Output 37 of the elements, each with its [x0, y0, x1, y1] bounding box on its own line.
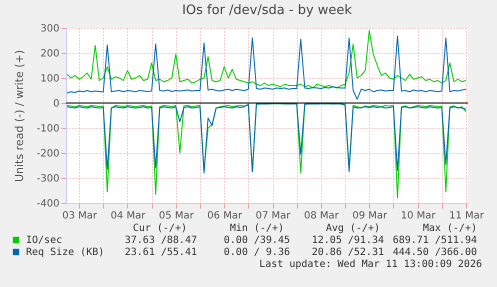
- y-tick-label: -400: [36, 198, 60, 210]
- text: 23.61 /55.41: [124, 247, 197, 258]
- x-tick-label: 11 Mar: [449, 210, 485, 222]
- line-series: [66, 103, 466, 174]
- y-tick-label: -300: [36, 174, 60, 184]
- text: 0.00 / 9.36: [224, 247, 290, 258]
- text: 20.86 /52.31: [312, 247, 384, 258]
- x-tick-label: 06 Mar: [207, 210, 243, 222]
- y-tick-label: 100: [40, 74, 60, 84]
- line-series: [66, 30, 466, 88]
- x-tick-label: 03 Mar: [62, 210, 98, 222]
- text: 444.50 /366.00: [392, 247, 477, 258]
- text: 689.71 /511.94: [392, 235, 477, 246]
- x-tick-label: 10 Mar: [400, 210, 436, 222]
- line-series: [66, 36, 466, 100]
- text: Last update: Wed Mar 11 13:00:09 2026: [259, 259, 482, 270]
- text: Avg (-/+): [326, 223, 380, 234]
- text: 12.05 /91.34: [312, 235, 384, 246]
- x-tick-label: 08 Mar: [304, 210, 340, 222]
- text: Min (-/+): [230, 223, 284, 234]
- text: 0.00 /39.45: [224, 235, 290, 246]
- legend-label: Req Size (KB): [26, 247, 104, 258]
- y-axis-title: Units read (-) / write (+): [12, 50, 26, 182]
- chart-title: IOs for /dev/sda - by week: [182, 3, 352, 18]
- x-tick-label: 07 Mar: [256, 210, 292, 222]
- y-tick-label: 200: [40, 48, 60, 60]
- x-tick-label: 09 Mar: [352, 210, 388, 222]
- y-tick-label: -100: [36, 124, 60, 134]
- text: Max (-/+): [422, 223, 477, 234]
- text: 37.63 /88.47: [124, 235, 197, 246]
- x-tick-label: 05 Mar: [158, 210, 195, 222]
- y-tick-label: 300: [40, 24, 60, 34]
- legend-label: IO/sec: [26, 235, 62, 246]
- x-tick-label: 04 Mar: [110, 210, 146, 222]
- y-tick-label: -200: [36, 148, 60, 160]
- text: Cur (-/+): [132, 223, 187, 234]
- y-tick-label: 0: [53, 98, 60, 110]
